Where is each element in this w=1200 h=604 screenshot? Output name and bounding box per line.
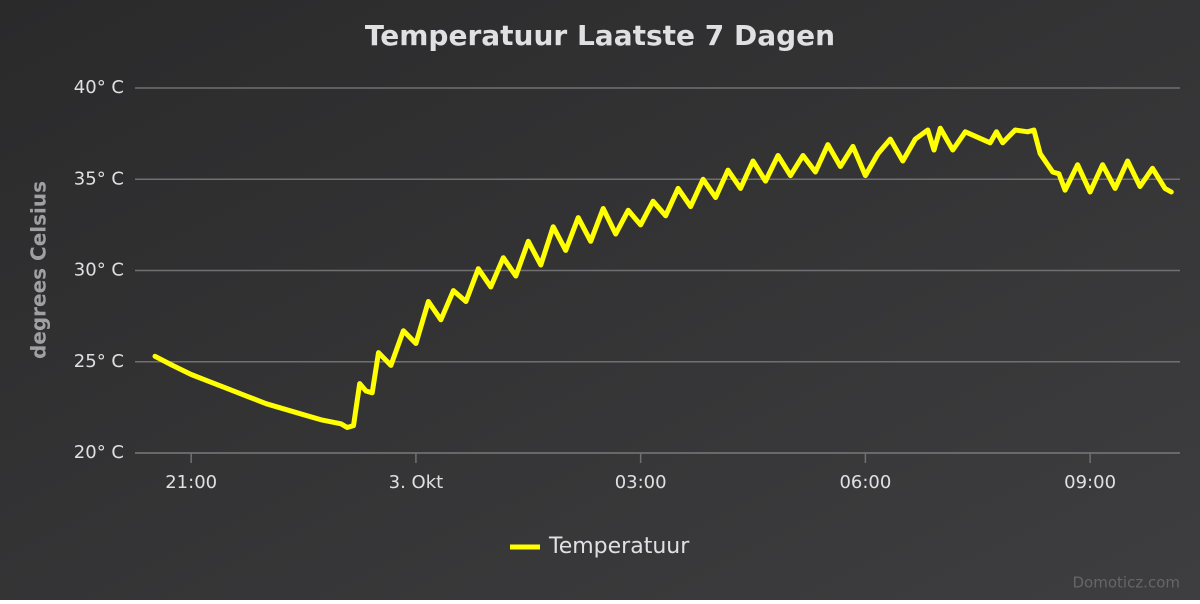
x-tick-label: 21:00 bbox=[165, 472, 217, 493]
x-tick-label: 09:00 bbox=[1064, 472, 1116, 493]
data-line bbox=[152, 125, 1174, 430]
y-tick-label: 40° C bbox=[74, 77, 124, 98]
legend-label: Temperatuur bbox=[548, 534, 690, 559]
chart-title: Temperatuur Laatste 7 Dagen bbox=[365, 19, 835, 52]
y-tick-label: 25° C bbox=[74, 351, 124, 372]
x-tick-label: 3. Okt bbox=[389, 472, 444, 493]
x-tick-label: 06:00 bbox=[839, 472, 891, 493]
credit: Domoticz.com bbox=[1073, 574, 1181, 592]
x-tick-label: 03:00 bbox=[615, 472, 667, 493]
y-tick-label: 20° C bbox=[74, 442, 124, 463]
y-tick-label: 30° C bbox=[74, 260, 124, 281]
y-tick-label: 35° C bbox=[74, 168, 124, 189]
y-axis-title: degrees Celsius bbox=[27, 181, 51, 359]
